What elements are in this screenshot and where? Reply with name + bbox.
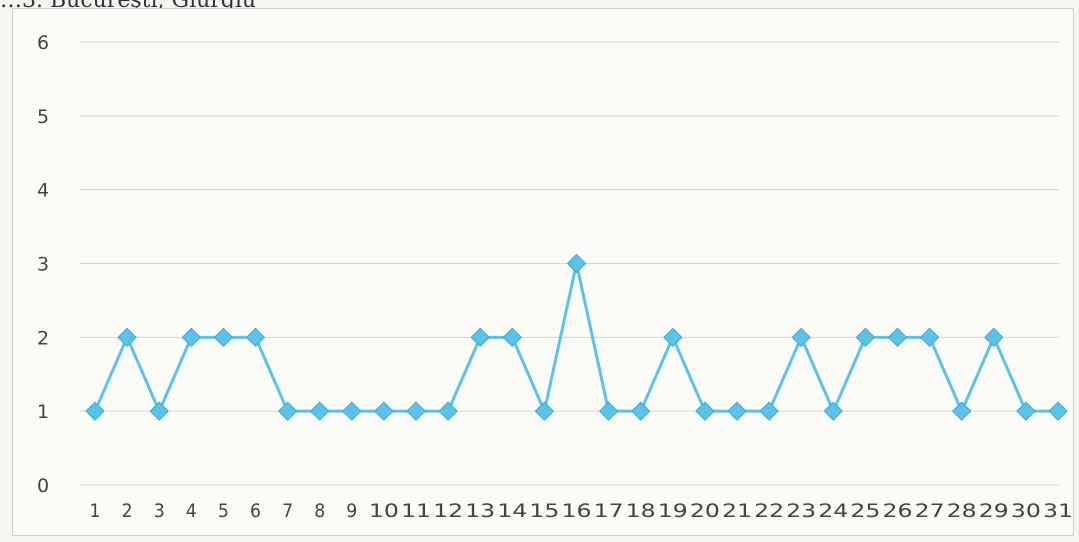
data-point-marker <box>855 327 876 348</box>
x-tick-label: 16 <box>562 500 592 522</box>
data-point-marker <box>534 401 555 421</box>
x-tick-label: 21 <box>722 500 752 522</box>
y-tick-label: 5 <box>37 106 49 128</box>
data-point-marker <box>1016 401 1036 421</box>
data-point-marker <box>149 401 169 421</box>
data-point-marker <box>887 327 908 348</box>
x-tick-label: 28 <box>947 500 977 522</box>
x-tick-label: 10 <box>369 500 399 522</box>
x-tick-label: 12 <box>433 500 463 522</box>
x-axis-ticks: 1 2 3 4 5 6 7 8 9 10 11 12 13 14 15 16 17 18 19 20 21 22 23 24 2… <box>90 500 1074 522</box>
y-tick-label: 2 <box>37 327 49 349</box>
x-tick-label: 18 <box>626 500 656 522</box>
x-tick-label: 14 <box>497 500 527 522</box>
data-point-marker <box>663 327 683 348</box>
x-tick-label: 24 <box>818 500 848 522</box>
data-point-marker <box>470 327 490 348</box>
data-point-marker <box>117 327 137 348</box>
data-point-marker <box>791 327 811 348</box>
x-tick-label: 1 <box>90 500 101 522</box>
x-tick-label: 6 <box>250 500 261 522</box>
x-tick-label: 25 <box>850 500 880 522</box>
data-point-marker <box>85 401 105 421</box>
x-tick-label: 23 <box>786 500 816 522</box>
data-point-marker <box>695 401 715 421</box>
x-tick-label: 2 <box>122 500 133 522</box>
data-point-marker <box>1048 401 1068 421</box>
data-point-marker <box>406 401 426 421</box>
x-tick-label: 19 <box>658 500 688 522</box>
data-point-marker <box>342 401 362 421</box>
data-point-marker <box>823 401 844 421</box>
data-point-marker <box>438 401 458 421</box>
data-point-marker <box>984 327 1004 348</box>
x-tick-label: 11 <box>401 500 431 522</box>
x-tick-label: 27 <box>915 500 945 522</box>
data-point-marker <box>245 327 266 348</box>
x-tick-label: 9 <box>346 500 357 522</box>
data-point-marker <box>277 401 298 421</box>
data-point-marker <box>951 401 972 421</box>
x-tick-label: 13 <box>465 500 495 522</box>
data-point-marker <box>502 327 523 348</box>
x-tick-label: 4 <box>186 500 197 522</box>
x-tick-label: 7 <box>282 500 293 522</box>
data-point-marker <box>727 401 747 421</box>
y-axis-ticks: 0 1 2 3 4 5 6 <box>37 32 49 497</box>
y-tick-label: 3 <box>37 254 49 276</box>
x-tick-label: 29 <box>979 500 1009 522</box>
data-point-marker <box>759 401 779 421</box>
y-tick-label: 0 <box>37 475 49 497</box>
data-point-marker <box>598 401 619 421</box>
data-point-marker <box>374 401 394 421</box>
x-tick-label: 31 <box>1043 500 1073 522</box>
x-tick-label: 26 <box>883 500 913 522</box>
y-tick-label: 4 <box>37 180 49 202</box>
x-tick-label: 22 <box>754 500 784 522</box>
x-tick-label: 17 <box>594 500 624 522</box>
x-tick-label: 30 <box>1011 500 1041 522</box>
y-tick-label: 1 <box>37 401 49 423</box>
x-tick-label: 8 <box>314 500 325 522</box>
x-tick-label: 20 <box>690 500 720 522</box>
data-point-marker <box>309 401 330 421</box>
data-point-marker <box>630 401 651 421</box>
x-tick-label: 3 <box>154 500 165 522</box>
x-tick-label: 5 <box>218 500 229 522</box>
data-point-marker <box>919 327 940 348</box>
y-tick-label: 6 <box>37 32 49 54</box>
x-tick-label: 15 <box>529 500 559 522</box>
series-markers <box>85 253 1068 421</box>
data-point-marker <box>566 253 587 274</box>
data-point-marker <box>213 327 234 348</box>
data-point-marker <box>181 327 202 348</box>
